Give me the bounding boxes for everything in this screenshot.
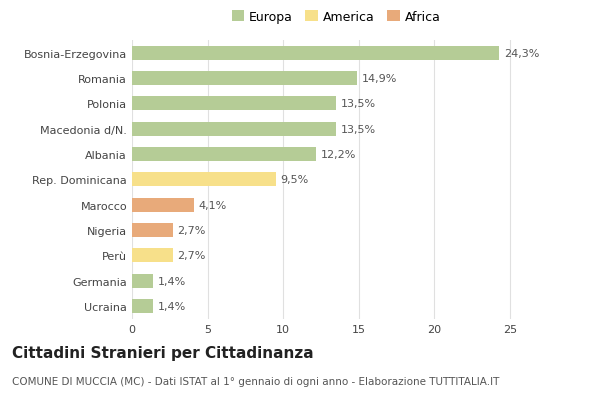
Legend: Europa, America, Africa: Europa, America, Africa (227, 6, 445, 29)
Text: COMUNE DI MUCCIA (MC) - Dati ISTAT al 1° gennaio di ogni anno - Elaborazione TUT: COMUNE DI MUCCIA (MC) - Dati ISTAT al 1°… (12, 376, 499, 386)
Bar (132, 249, 173, 263)
Bar (132, 148, 316, 162)
Text: 14,9%: 14,9% (362, 74, 397, 84)
Bar (132, 274, 153, 288)
Text: 12,2%: 12,2% (321, 150, 356, 160)
Bar (132, 122, 336, 136)
Text: 1,4%: 1,4% (158, 301, 186, 311)
Text: 24,3%: 24,3% (504, 49, 539, 58)
Text: 4,1%: 4,1% (199, 200, 227, 210)
Text: 1,4%: 1,4% (158, 276, 186, 286)
Bar (132, 72, 357, 86)
Bar (132, 198, 194, 212)
Text: 2,7%: 2,7% (178, 225, 206, 236)
Bar (132, 299, 153, 313)
Bar (132, 97, 336, 111)
Bar (132, 173, 275, 187)
Bar (132, 47, 499, 61)
Text: Cittadini Stranieri per Cittadinanza: Cittadini Stranieri per Cittadinanza (12, 346, 314, 361)
Bar (132, 224, 173, 238)
Text: 9,5%: 9,5% (280, 175, 308, 185)
Text: 13,5%: 13,5% (341, 124, 376, 135)
Text: 2,7%: 2,7% (178, 251, 206, 261)
Text: 13,5%: 13,5% (341, 99, 376, 109)
